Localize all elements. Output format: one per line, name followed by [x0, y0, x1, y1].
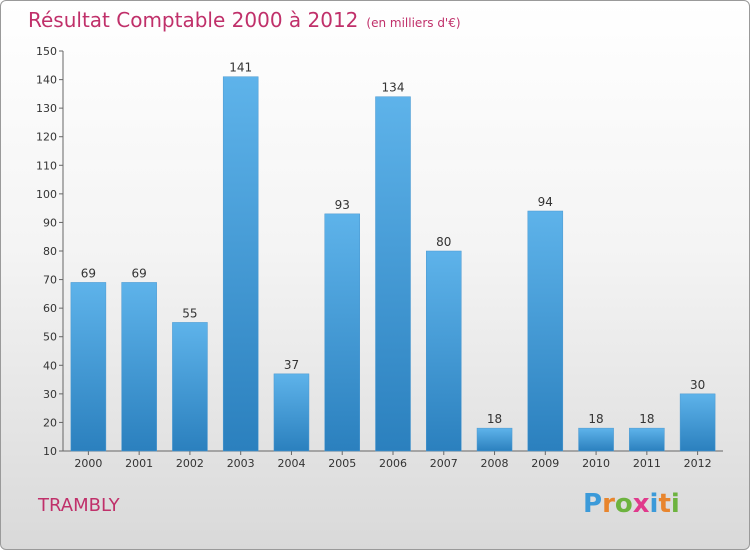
y-tick-label: 140 [36, 74, 57, 87]
commune-name: TRAMBLY [38, 495, 120, 516]
x-tick-label-2006: 2006 [379, 457, 407, 470]
value-label-2000: 69 [81, 266, 96, 280]
y-tick-label: 10 [43, 445, 57, 458]
logo-letter: i [649, 489, 659, 519]
value-label-2008: 18 [487, 412, 502, 426]
title-text: Résultat Comptable 2000 à 2012 [28, 8, 359, 32]
logo-letter: i [670, 489, 680, 519]
logo-letter: x [632, 489, 650, 519]
logo-letter: o [614, 489, 633, 519]
y-tick-label: 20 [43, 416, 57, 429]
value-label-2004: 37 [284, 358, 299, 372]
logo-letter: t [658, 489, 671, 519]
chart-axes: 10 20 30 40 50 60 70 80 90 100 110 120 130 140 150 [36, 45, 723, 458]
y-tick-label: 120 [36, 131, 57, 144]
value-label-2003: 141 [229, 61, 252, 75]
value-label-2006: 134 [382, 81, 405, 95]
x-tick-label-2008: 2008 [481, 457, 509, 470]
bar-2005 [324, 213, 360, 452]
bar-2010 [578, 427, 614, 452]
y-tick-label: 70 [43, 274, 57, 287]
x-tick-label-2002: 2002 [176, 457, 204, 470]
x-tick-label-2011: 2011 [633, 457, 661, 470]
value-label-2002: 55 [182, 306, 197, 320]
bar-2002 [172, 322, 208, 452]
value-label-2007: 80 [436, 235, 451, 249]
y-tick-label: 110 [36, 159, 57, 172]
x-tick-label-2012: 2012 [684, 457, 712, 470]
value-label-2010: 18 [588, 412, 603, 426]
value-label-2001: 69 [132, 266, 147, 280]
y-tick-label: 60 [43, 302, 57, 315]
x-tick-label-2000: 2000 [74, 457, 102, 470]
bar-2001 [121, 282, 157, 452]
bar-2006 [375, 96, 411, 452]
proxiti-logo: Proxiti [583, 489, 680, 519]
x-tick-label-2005: 2005 [328, 457, 356, 470]
value-label-2011: 18 [639, 412, 654, 426]
y-tick-label: 30 [43, 388, 57, 401]
x-tick-label-2007: 2007 [430, 457, 458, 470]
x-tick-label-2004: 2004 [277, 457, 305, 470]
y-tick-label: 130 [36, 102, 57, 115]
bar-2003 [222, 76, 259, 452]
value-label-2009: 94 [538, 195, 553, 209]
logo-letter: P [583, 489, 603, 519]
y-tick-label: 90 [43, 216, 57, 229]
logo-letter: r [602, 489, 615, 519]
chart-bars [70, 76, 716, 452]
value-label-2012: 30 [690, 378, 705, 392]
x-tick-label-2009: 2009 [531, 457, 559, 470]
subtitle-text: (en milliers d'€) [366, 16, 461, 30]
bar-2000 [70, 282, 107, 452]
x-tick-label-2010: 2010 [582, 457, 610, 470]
bar-2004 [273, 373, 310, 452]
bar-2012 [679, 393, 716, 452]
chart-title: Résultat Comptable 2000 à 2012 (en millie… [28, 8, 461, 32]
y-tick-label: 80 [43, 245, 57, 258]
x-tick-label-2001: 2001 [125, 457, 153, 470]
x-tick-label-2003: 2003 [227, 457, 255, 470]
bar-2008 [476, 427, 513, 452]
chart-labels: 69 2000 69 2001 55 2002 141 2003 37 2004 93 2005 134… [74, 61, 711, 470]
bar-2011 [629, 427, 665, 452]
value-label-2005: 93 [335, 198, 350, 212]
bar-2007 [426, 250, 462, 452]
bar-2009 [527, 210, 564, 452]
y-tick-label: 50 [43, 331, 57, 344]
y-tick-label: 150 [36, 45, 57, 58]
y-tick-label: 40 [43, 359, 57, 372]
y-tick-label: 100 [36, 188, 57, 201]
